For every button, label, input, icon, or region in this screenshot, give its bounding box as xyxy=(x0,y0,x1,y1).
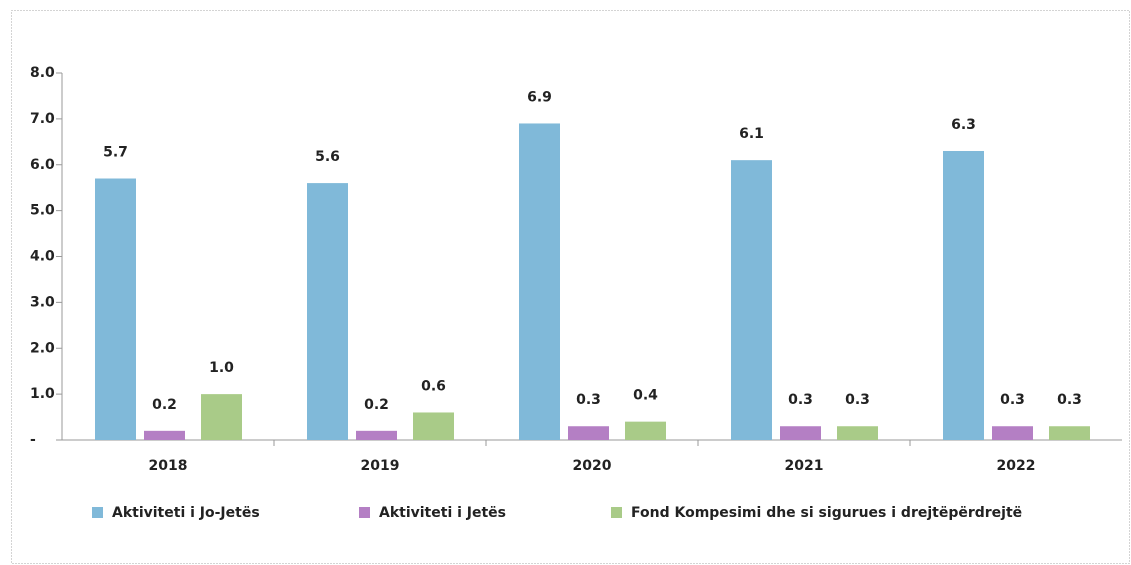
legend-swatch xyxy=(611,507,622,518)
y-tick-label: 4.0 xyxy=(30,249,55,265)
x-tick-label: 2022 xyxy=(997,458,1036,474)
bar xyxy=(413,412,454,440)
value-label: 0.3 xyxy=(576,392,601,408)
y-tick-label: 8.0 xyxy=(30,65,55,81)
legend-label: Fond Kompesimi dhe si sigurues i drejtëp… xyxy=(631,505,1022,521)
y-tick-label: - xyxy=(30,432,36,448)
bar xyxy=(731,160,772,440)
value-label: 6.1 xyxy=(739,126,764,142)
value-label: 0.2 xyxy=(152,397,177,413)
bar xyxy=(625,421,666,440)
value-label: 0.3 xyxy=(845,392,870,408)
bar xyxy=(95,178,136,440)
value-label: 6.3 xyxy=(951,117,976,133)
frame xyxy=(11,10,1130,564)
value-label: 0.3 xyxy=(1000,392,1025,408)
bar xyxy=(568,426,609,440)
value-label: 0.3 xyxy=(1057,392,1082,408)
value-label: 5.6 xyxy=(315,149,340,165)
x-tick-label: 2018 xyxy=(149,458,188,474)
legend-label: Aktiviteti i Jo-Jetës xyxy=(112,505,260,521)
bar xyxy=(356,430,397,440)
legend-swatch xyxy=(92,507,103,518)
value-label: 5.7 xyxy=(103,145,128,161)
bar xyxy=(519,123,560,441)
y-tick-label: 2.0 xyxy=(30,340,55,356)
y-tick-label: 7.0 xyxy=(30,111,55,127)
bar xyxy=(144,430,185,440)
y-tick-label: 3.0 xyxy=(30,294,55,310)
y-tick-label: 1.0 xyxy=(30,386,55,402)
y-tick-label: 5.0 xyxy=(30,203,55,219)
x-tick-label: 2020 xyxy=(573,458,612,474)
bar xyxy=(1049,426,1090,440)
value-label: 0.4 xyxy=(633,388,658,404)
bar xyxy=(992,426,1033,440)
bar xyxy=(780,426,821,440)
y-tick-label: 6.0 xyxy=(30,157,55,173)
bar xyxy=(201,394,242,440)
value-label: 0.2 xyxy=(364,397,389,413)
bar xyxy=(943,150,984,441)
legend-swatch xyxy=(359,507,370,518)
x-tick-label: 2021 xyxy=(785,458,824,474)
bar xyxy=(837,426,878,440)
legend-label: Aktiviteti i Jetës xyxy=(379,505,506,521)
value-label: 1.0 xyxy=(209,360,234,376)
bar xyxy=(307,183,348,440)
value-label: 0.3 xyxy=(788,392,813,408)
value-label: 6.9 xyxy=(527,89,552,105)
value-label: 0.6 xyxy=(421,378,446,394)
x-tick-label: 2019 xyxy=(361,458,400,474)
